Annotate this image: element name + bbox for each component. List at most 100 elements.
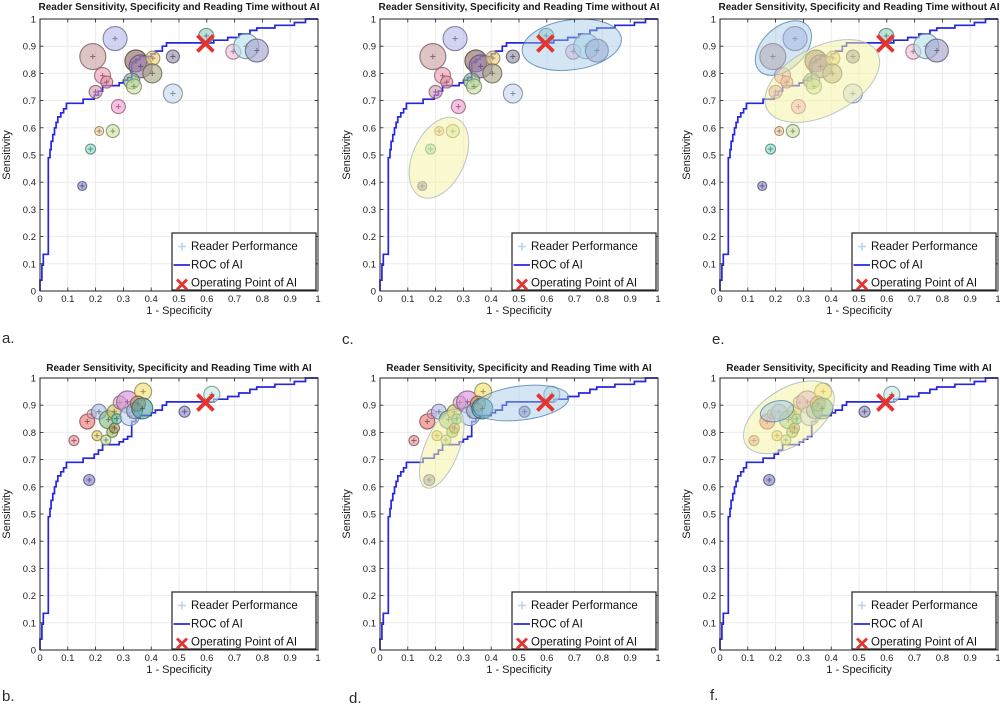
x-tick-label: 0 <box>37 653 42 664</box>
legend-item-label: ROC of AI <box>191 260 243 272</box>
bubble-center-marker <box>140 389 146 395</box>
legend: Reader Performance ROC of AI Operating Poi… <box>511 232 657 291</box>
x-tick-label: 0.8 <box>596 294 609 305</box>
x-tick-label: 0.3 <box>117 653 130 664</box>
blue-highlight-ellipse <box>759 400 795 423</box>
x-tick-label: 0.4 <box>825 653 838 664</box>
bubble-center-marker <box>411 437 417 444</box>
y-tick-label: 0.1 <box>703 618 716 629</box>
x-tick-label: 0.1 <box>401 294 414 305</box>
bubble-center-marker <box>792 35 798 42</box>
y-tick-label: 0.1 <box>23 259 36 270</box>
bubble-center-marker <box>150 55 156 61</box>
bubble-center-marker <box>138 63 144 69</box>
y-tick-label: 0.7 <box>363 455 376 466</box>
y-tick-label: 0.9 <box>703 401 716 412</box>
panel-b-title: Reader Sensitivity, Specificity and Read… <box>46 363 312 374</box>
x-tick-label: 0.9 <box>964 294 977 305</box>
panel-f: Reader Sensitivity, Specificity and Read… <box>680 359 1000 708</box>
y-tick-label: 0.6 <box>703 123 716 134</box>
y-tick-label: 0.2 <box>703 591 716 602</box>
axes: 00 0.1 0.1 0.2 0.2 0.3 0.3 0.4 0.4 0.5 0.5 0.6 0.6 0.… <box>363 374 661 665</box>
bubble-center-marker <box>93 89 99 95</box>
bubble-center-marker <box>111 425 118 431</box>
legend-item-label: Operating Point of AI <box>191 278 297 290</box>
x-tick-label: 0.3 <box>457 294 470 305</box>
x-tick-label: 0.2 <box>89 653 102 664</box>
legend-item-label: Reader Performance <box>191 600 298 612</box>
y-tick-label: 1 <box>31 374 36 385</box>
x-tick-label: 0.3 <box>797 294 810 305</box>
y-tick-label: 0.5 <box>23 510 36 521</box>
bubble-center-marker <box>110 128 116 134</box>
y-tick-label: 0.3 <box>363 205 376 216</box>
bubble-center-marker <box>86 477 92 483</box>
legend-item-label: Operating Point of AI <box>531 278 637 290</box>
bubble-center-marker <box>436 409 442 415</box>
bubble-center-marker <box>90 53 96 60</box>
x-tick-label: 0.4 <box>145 653 158 664</box>
bubble-center-marker <box>759 183 765 189</box>
x-tick-label: 0.9 <box>964 653 977 664</box>
bubble-center-marker <box>170 53 176 60</box>
x-tick-label: 0.2 <box>89 294 102 305</box>
y-tick-label: 0.3 <box>703 205 716 216</box>
legend-reader-marker <box>518 242 526 251</box>
bubble-center-marker <box>71 437 77 444</box>
x-tick-label: 0 <box>717 653 722 664</box>
bubble-center-marker <box>115 103 121 110</box>
x-tick-label: 0.5 <box>512 653 525 664</box>
y-tick-label: 1 <box>31 15 36 26</box>
bubble-center-marker <box>94 433 100 439</box>
y-axis-label: Sensitivity <box>341 130 353 180</box>
x-tick-label: 0.2 <box>769 653 782 664</box>
y-tick-label: 0.8 <box>23 428 36 439</box>
legend-item-label: Operating Point of AI <box>871 278 977 290</box>
panel-a: Reader Sensitivity, Specificity and Read… <box>0 0 340 349</box>
y-tick-label: 0.7 <box>23 96 36 107</box>
x-tick-label: 0.3 <box>117 294 130 305</box>
bubble-center-marker <box>149 70 155 76</box>
yellow-highlight-ellipse <box>408 116 470 199</box>
legend-operating-point-marker <box>856 278 868 291</box>
panel-f-title: Reader Sensitivity, Specificity and Read… <box>726 363 992 374</box>
legend: Reader Performance ROC of AI Operating Poi… <box>851 232 997 291</box>
x-tick-label: 0.4 <box>825 294 838 305</box>
bubble-center-marker <box>170 90 176 97</box>
x-axis-label: 1 - Specificity <box>146 305 212 317</box>
x-tick-label: 1 <box>995 653 1000 664</box>
legend-item-label: Operating Point of AI <box>871 637 977 649</box>
bubble-center-marker <box>430 53 436 60</box>
y-tick-label: 1 <box>711 15 716 26</box>
x-tick-label: 0.5 <box>512 294 525 305</box>
panel-e-letter: e. <box>712 331 725 348</box>
legend-item-label: Reader Performance <box>531 600 638 612</box>
bubble-center-marker <box>594 47 600 54</box>
bubble-center-marker <box>139 405 145 412</box>
legend: Reader Performance ROC of AI Operating Poi… <box>171 591 317 650</box>
y-tick-label: 0.8 <box>363 69 376 80</box>
legend-item-label: Operating Point of AI <box>531 637 637 649</box>
operating-point-marker <box>876 393 895 412</box>
yellow-highlight-ellipse <box>764 39 881 123</box>
bubble-center-marker <box>883 33 889 39</box>
bubble-center-marker <box>433 89 439 95</box>
legend-reader-marker <box>178 242 186 251</box>
panel-e-title: Reader Sensitivity, Specificity and Read… <box>718 2 1000 13</box>
bubble-center-marker <box>767 146 774 152</box>
y-tick-label: 0.5 <box>363 510 376 521</box>
panel-b-letter: b. <box>2 688 15 705</box>
legend-item-label: Reader Performance <box>191 241 298 253</box>
y-tick-label: 0.5 <box>703 510 716 521</box>
bubble-center-marker <box>181 409 188 415</box>
x-tick-label: 0.9 <box>624 653 637 664</box>
panel-b: Reader Sensitivity, Specificity and Read… <box>0 359 340 708</box>
panel-d-title: Reader Sensitivity, Specificity and Read… <box>386 363 652 374</box>
roc-plot-d: 00 0.1 0.1 0.2 0.2 0.3 0.3 0.4 0.4 0.5 0.5 0.6 0.6 0.… <box>341 374 661 677</box>
bubble-center-marker <box>444 79 450 85</box>
roc-plot-f: 00 0.1 0.1 0.2 0.2 0.3 0.3 0.4 0.4 0.5 0.5 0.6 0.6 0.… <box>681 374 1000 677</box>
y-tick-label: 1 <box>711 374 716 385</box>
y-tick-label: 0 <box>371 646 376 657</box>
x-tick-label: 1 <box>315 653 320 664</box>
x-tick-label: 0.9 <box>624 294 637 305</box>
